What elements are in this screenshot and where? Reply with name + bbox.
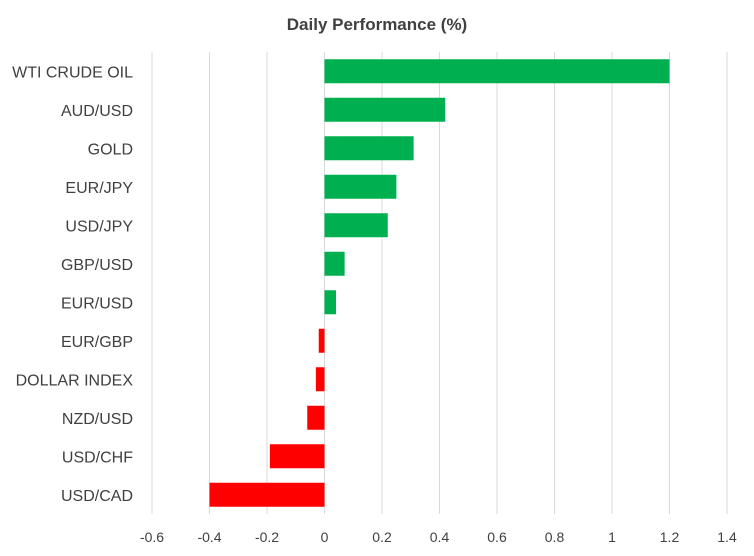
x-tick-label: 0 [321, 529, 329, 545]
category-labels: WTI CRUDE OIL AUD/USD GOLD EUR/JPY USD/JPY GB… [12, 64, 133, 505]
x-tick-label: 1 [608, 529, 616, 545]
bar [269, 444, 325, 469]
bar [307, 405, 325, 430]
x-tick-label: -0.2 [255, 529, 279, 545]
bar [324, 251, 345, 276]
x-tick-label: 1.2 [660, 529, 680, 545]
x-tick-label: 0.6 [487, 529, 507, 545]
chart-title: Daily Performance (%) [287, 15, 467, 34]
category-label: USD/CHF [62, 449, 133, 466]
bar [324, 136, 414, 161]
category-label: DOLLAR INDEX [16, 372, 134, 389]
x-tick-label: -0.6 [140, 529, 164, 545]
category-label: USD/JPY [65, 218, 133, 235]
bar [209, 482, 325, 507]
category-label: EUR/USD [61, 295, 133, 312]
x-tick-labels: -0.6 -0.4 -0.2 0 0.2 0.4 0.6 0.8 1 1.2 1.4 [140, 529, 737, 545]
category-label: GBP/USD [61, 257, 133, 274]
gridlines [151, 52, 728, 514]
bar [324, 213, 388, 238]
category-label: NZD/USD [62, 411, 133, 428]
bar [315, 367, 325, 392]
category-label: GOLD [88, 141, 133, 158]
category-label: WTI CRUDE OIL [12, 64, 133, 81]
bar [324, 97, 446, 122]
x-tick-label: 0.8 [545, 529, 565, 545]
category-label: AUD/USD [61, 103, 133, 120]
x-tick-label: 0.4 [430, 529, 450, 545]
bar [324, 174, 397, 199]
x-tick-label: 1.4 [717, 529, 737, 545]
category-label: USD/CAD [61, 488, 133, 505]
bar [318, 328, 325, 353]
category-label: EUR/GBP [61, 334, 133, 351]
bar [324, 290, 336, 315]
bars [209, 59, 670, 507]
x-tick-label: 0.2 [372, 529, 392, 545]
category-label: EUR/JPY [65, 180, 133, 197]
bar [324, 59, 670, 84]
x-tick-label: -0.4 [197, 529, 221, 545]
